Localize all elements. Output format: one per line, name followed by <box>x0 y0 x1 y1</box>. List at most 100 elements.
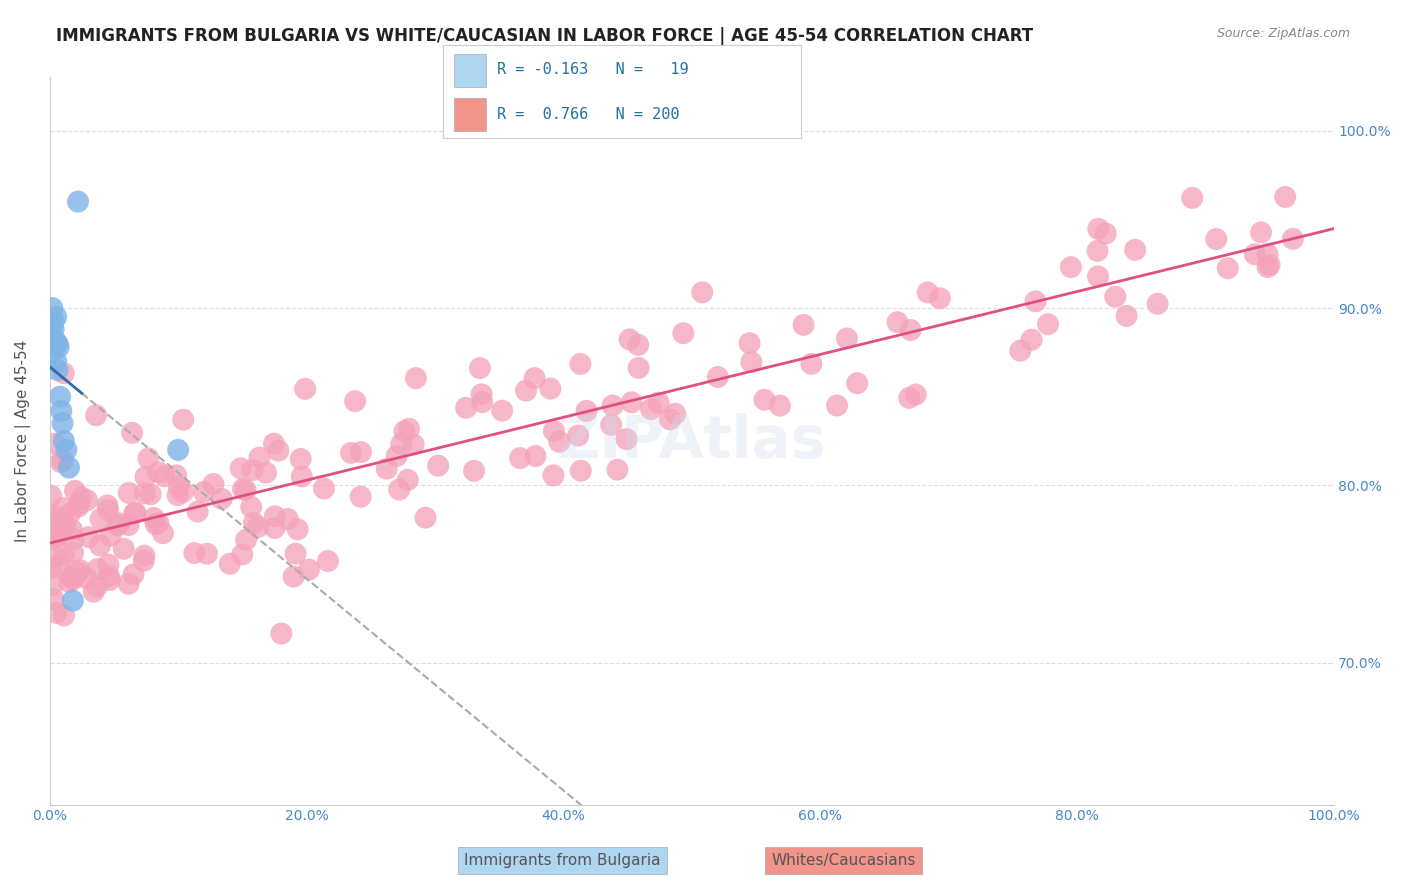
Point <box>52 608 75 623</box>
Point <box>183 546 205 560</box>
Point <box>49 516 72 531</box>
Point <box>1021 333 1043 347</box>
Point <box>51 404 73 418</box>
FancyBboxPatch shape <box>454 54 486 87</box>
Point <box>246 520 269 534</box>
Point <box>231 548 253 562</box>
Point <box>53 549 76 563</box>
Point <box>388 483 411 497</box>
Point <box>42 592 65 607</box>
Point <box>232 482 254 496</box>
Point <box>121 425 143 440</box>
Point <box>172 412 194 426</box>
Point <box>45 310 67 324</box>
Point <box>287 522 309 536</box>
Point <box>52 366 75 380</box>
Point <box>112 541 135 556</box>
Point <box>46 529 69 543</box>
Point <box>312 482 335 496</box>
Point <box>600 417 623 432</box>
Point <box>229 461 252 475</box>
Point <box>39 345 62 359</box>
Point <box>153 469 176 483</box>
Point <box>84 409 107 423</box>
Point <box>402 437 425 451</box>
Point <box>1257 260 1279 274</box>
Point <box>52 453 75 467</box>
Point <box>672 326 695 341</box>
Point <box>42 322 65 336</box>
Point <box>664 407 686 421</box>
Point <box>294 382 316 396</box>
Point <box>898 391 921 405</box>
Point <box>44 436 66 450</box>
Point <box>247 450 270 465</box>
Point <box>690 285 713 300</box>
Point <box>42 577 65 591</box>
Point <box>60 523 83 537</box>
Text: Whites/Caucasians: Whites/Caucasians <box>772 854 915 868</box>
Point <box>41 515 63 529</box>
Point <box>172 484 194 499</box>
Point <box>107 518 129 533</box>
Point <box>108 516 131 531</box>
Point <box>167 442 190 457</box>
Text: ZIPAtlas: ZIPAtlas <box>557 412 825 469</box>
Point <box>627 360 650 375</box>
Point <box>86 562 108 576</box>
Point <box>165 468 187 483</box>
Point <box>83 584 105 599</box>
Y-axis label: In Labor Force | Age 45-54: In Labor Force | Age 45-54 <box>15 340 31 542</box>
Point <box>928 291 950 305</box>
Point <box>264 509 287 524</box>
Point <box>627 338 650 352</box>
Point <box>538 382 561 396</box>
Text: R =  0.766   N = 200: R = 0.766 N = 200 <box>496 107 679 122</box>
Point <box>45 606 67 620</box>
Point <box>58 574 80 589</box>
Point <box>63 483 86 498</box>
Point <box>42 315 65 329</box>
Point <box>75 571 97 585</box>
Point <box>62 593 84 607</box>
Point <box>90 512 112 526</box>
Point <box>69 563 91 577</box>
Point <box>284 547 307 561</box>
Point <box>647 396 669 410</box>
Point <box>263 521 285 535</box>
Point <box>846 376 869 391</box>
Point <box>235 483 257 497</box>
Point <box>800 357 823 371</box>
Point <box>167 479 190 493</box>
Point <box>263 436 285 450</box>
Point <box>67 500 90 514</box>
Point <box>886 315 908 329</box>
Point <box>152 526 174 541</box>
Point <box>39 561 62 575</box>
Point <box>46 529 69 543</box>
Point <box>1060 260 1083 274</box>
Point <box>242 516 264 530</box>
Point <box>97 569 120 583</box>
Point <box>917 285 939 300</box>
Point <box>42 549 65 564</box>
Point <box>793 318 815 332</box>
Point <box>602 399 624 413</box>
Point <box>240 500 263 514</box>
Point <box>569 464 592 478</box>
Point <box>427 458 450 473</box>
Point <box>523 371 546 385</box>
Point <box>39 489 62 503</box>
Point <box>394 425 416 439</box>
Point <box>1216 261 1239 276</box>
Point <box>117 518 139 533</box>
Point <box>267 443 290 458</box>
Point <box>134 486 156 500</box>
Point <box>825 399 848 413</box>
Point <box>58 460 80 475</box>
Point <box>291 469 314 483</box>
Point <box>900 323 922 337</box>
Point <box>740 355 762 369</box>
Point <box>509 451 531 466</box>
Point <box>254 466 277 480</box>
